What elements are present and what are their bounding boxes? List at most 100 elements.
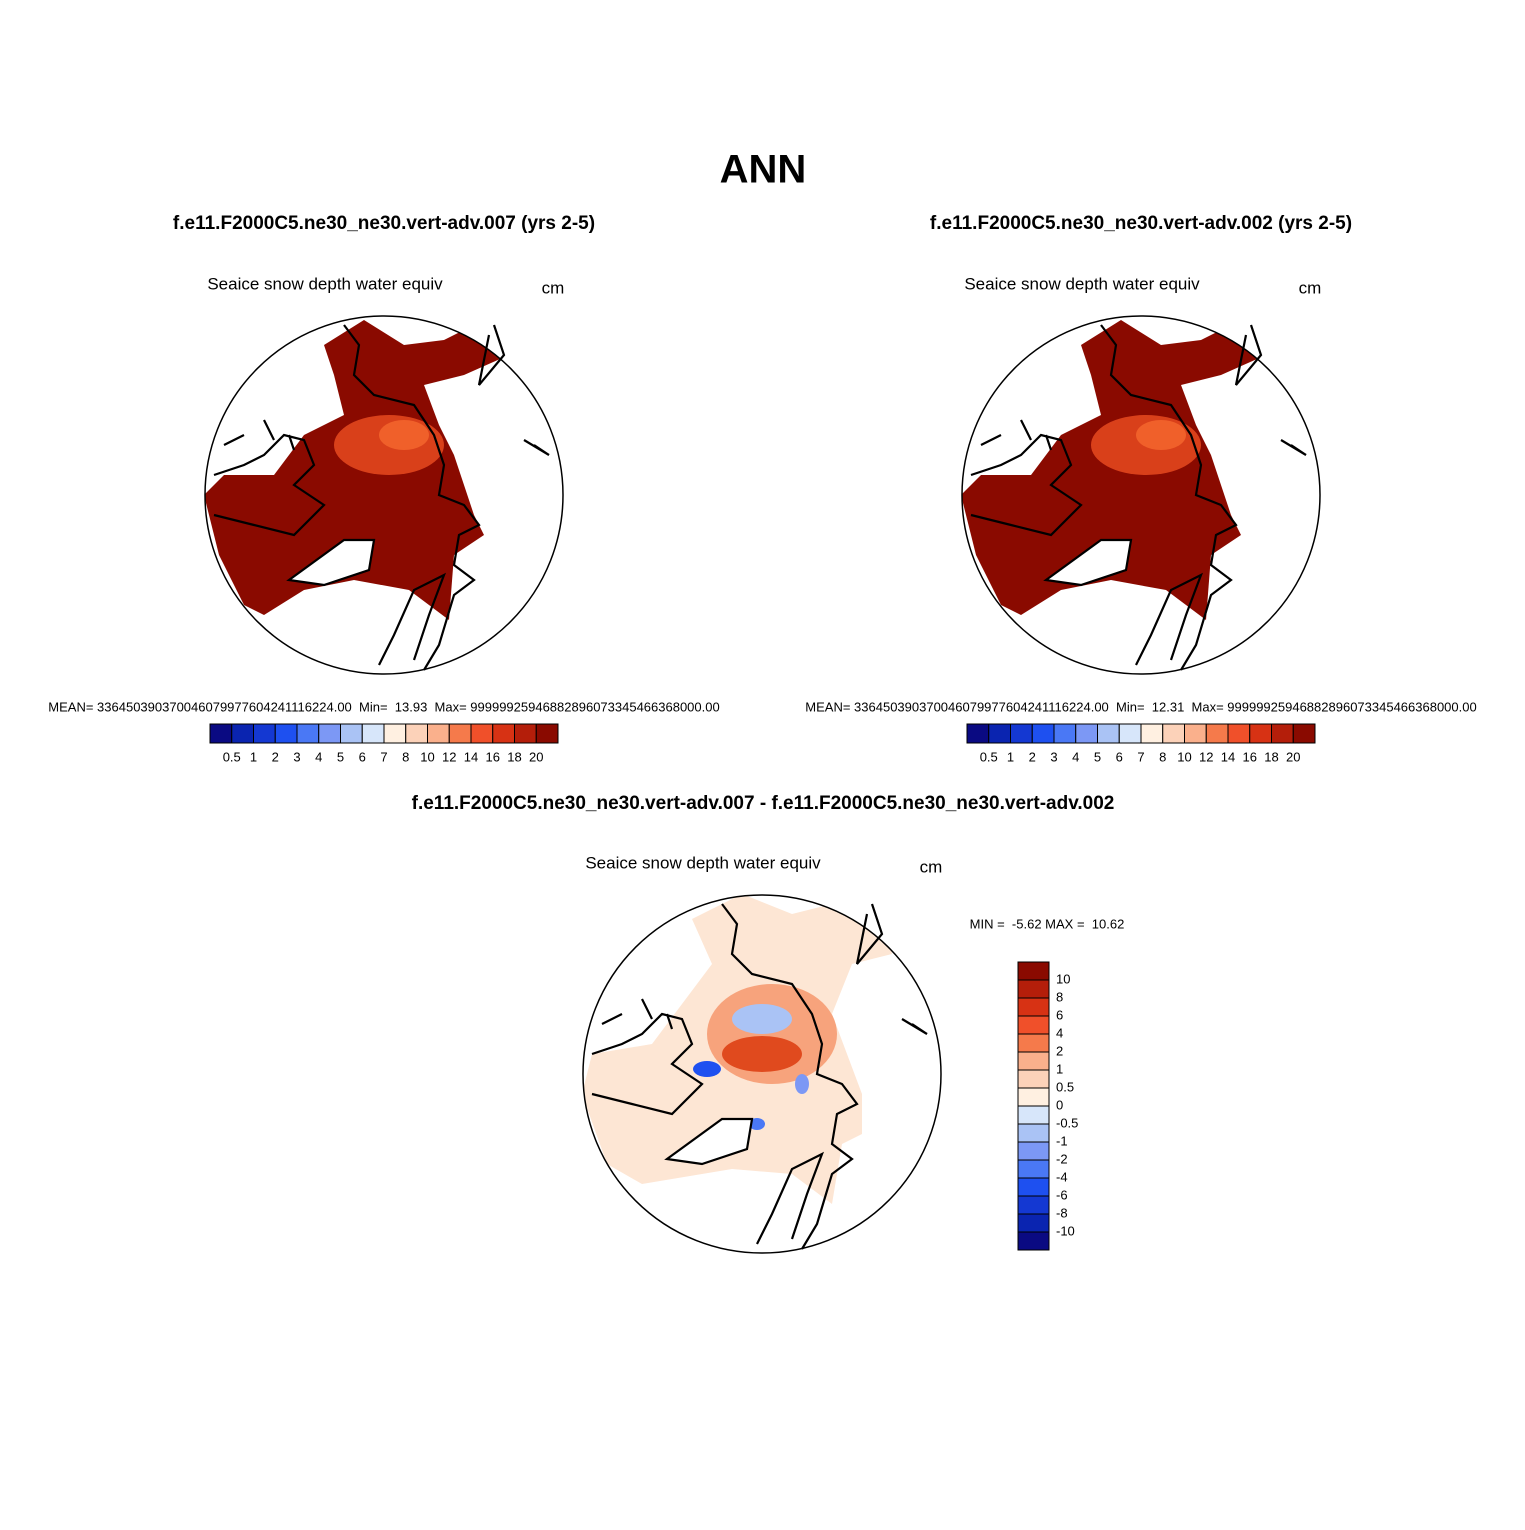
colorbar-label: 4 (1056, 1025, 1063, 1040)
colorbar-label: -6 (1056, 1187, 1068, 1202)
colorbar-box (1017, 1069, 1050, 1089)
colorbar-box (1017, 1123, 1050, 1143)
colorbar-box (1162, 723, 1185, 744)
map (582, 894, 942, 1254)
colorbar-label: -2 (1056, 1151, 1068, 1166)
colorbar-label: 2 (1029, 749, 1036, 764)
panel-title: f.e11.F2000C5.ne30_ne30.vert-adv.002 (yr… (930, 213, 1352, 234)
colorbar-box (966, 723, 990, 744)
colorbar-box (1017, 1033, 1050, 1053)
colorbar-box (1097, 723, 1120, 744)
colorbar-box (274, 723, 298, 744)
colorbar-box (988, 723, 1011, 744)
colorbar-label: -10 (1056, 1223, 1075, 1238)
map (204, 315, 564, 675)
colorbar-box (296, 723, 320, 744)
colorbar-box (1118, 723, 1142, 744)
units: cm (542, 278, 565, 297)
colorbar-box (1017, 1105, 1050, 1125)
colorbar-label: 12 (1199, 749, 1213, 764)
map (961, 315, 1321, 675)
colorbar-label: 8 (1159, 749, 1166, 764)
colorbar-label: 0.5 (1056, 1079, 1074, 1094)
colorbar-box (231, 723, 254, 744)
colorbar-box (1249, 723, 1272, 744)
panel-title: f.e11.F2000C5.ne30_ne30.vert-adv.007 (yr… (173, 213, 595, 234)
colorbar-label: 7 (1137, 749, 1144, 764)
colorbar-box (209, 723, 233, 744)
colorbar-label: 18 (507, 749, 521, 764)
colorbar-label: 0.5 (980, 749, 998, 764)
colorbar-box (1017, 1177, 1050, 1197)
colorbar-box (253, 723, 276, 744)
colorbar-label: 2 (272, 749, 279, 764)
colorbar-box (1053, 723, 1077, 744)
colorbar-box (1031, 723, 1055, 744)
colorbar-box (470, 723, 494, 744)
colorbar-label: 5 (337, 749, 344, 764)
colorbar-box (318, 723, 341, 744)
colorbar-box (535, 723, 559, 744)
colorbar-label: 20 (529, 749, 543, 764)
stats: MEAN= 336450390370046079977604241116224.… (805, 699, 1476, 714)
colorbar-label: 16 (486, 749, 500, 764)
colorbar-box (1017, 1015, 1050, 1035)
colorbar-box (361, 723, 385, 744)
colorbar-box (1017, 1195, 1050, 1215)
colorbar-label: 1 (1007, 749, 1014, 764)
colorbar-box (1205, 723, 1229, 744)
colorbar-box (427, 723, 450, 744)
colorbar-box (1017, 997, 1050, 1017)
colorbar-label: 2 (1056, 1043, 1063, 1058)
colorbar-box (1017, 961, 1050, 981)
colorbar-box (383, 723, 407, 744)
colorbar-label: 6 (359, 749, 366, 764)
colorbar-label: 0.5 (223, 749, 241, 764)
colorbar-label: 4 (315, 749, 322, 764)
colorbar-label: 3 (1050, 749, 1057, 764)
colorbar-box (1017, 1141, 1050, 1161)
colorbar-box (340, 723, 363, 744)
panel-title: f.e11.F2000C5.ne30_ne30.vert-adv.007 - f… (412, 793, 1115, 814)
colorbar-box (514, 723, 537, 744)
colorbar-box (1017, 1231, 1050, 1251)
colorbar-label: -4 (1056, 1169, 1068, 1184)
colorbar-box (1017, 1087, 1050, 1107)
colorbar-label: 6 (1056, 1007, 1063, 1022)
colorbar-box (1271, 723, 1294, 744)
colorbar-label: 8 (402, 749, 409, 764)
stats: MIN = -5.62 MAX = 10.62 (970, 916, 1125, 931)
variable-name: Seaice snow depth water equiv (585, 853, 821, 872)
colorbar-label: 3 (293, 749, 300, 764)
colorbar-label: 14 (1221, 749, 1235, 764)
colorbar-label: 5 (1094, 749, 1101, 764)
colorbar-box (448, 723, 472, 744)
colorbar-box (1184, 723, 1207, 744)
colorbar-label: 18 (1264, 749, 1278, 764)
colorbar-label: 1 (1056, 1061, 1063, 1076)
colorbar-label: 10 (420, 749, 434, 764)
colorbar-box (1140, 723, 1164, 744)
figure-title: ANN (720, 148, 807, 192)
colorbar-label: 20 (1286, 749, 1300, 764)
colorbar-box (1017, 1213, 1050, 1233)
colorbar-label: 6 (1116, 749, 1123, 764)
colorbar-box (1017, 1051, 1050, 1071)
colorbar-label: 0 (1056, 1097, 1063, 1112)
colorbar-label: 16 (1243, 749, 1257, 764)
colorbar-box (1075, 723, 1098, 744)
colorbar-label: 7 (380, 749, 387, 764)
units: cm (920, 857, 943, 876)
colorbar-box (1292, 723, 1316, 744)
colorbar-box (492, 723, 515, 744)
colorbar-label: -0.5 (1056, 1115, 1078, 1130)
colorbar-label: 8 (1056, 989, 1063, 1004)
variable-name: Seaice snow depth water equiv (207, 274, 443, 293)
colorbar-box (1017, 979, 1050, 999)
colorbar-box (1227, 723, 1251, 744)
colorbar-box (1010, 723, 1033, 744)
variable-name: Seaice snow depth water equiv (964, 274, 1200, 293)
colorbar-label: 10 (1177, 749, 1191, 764)
units: cm (1299, 278, 1322, 297)
